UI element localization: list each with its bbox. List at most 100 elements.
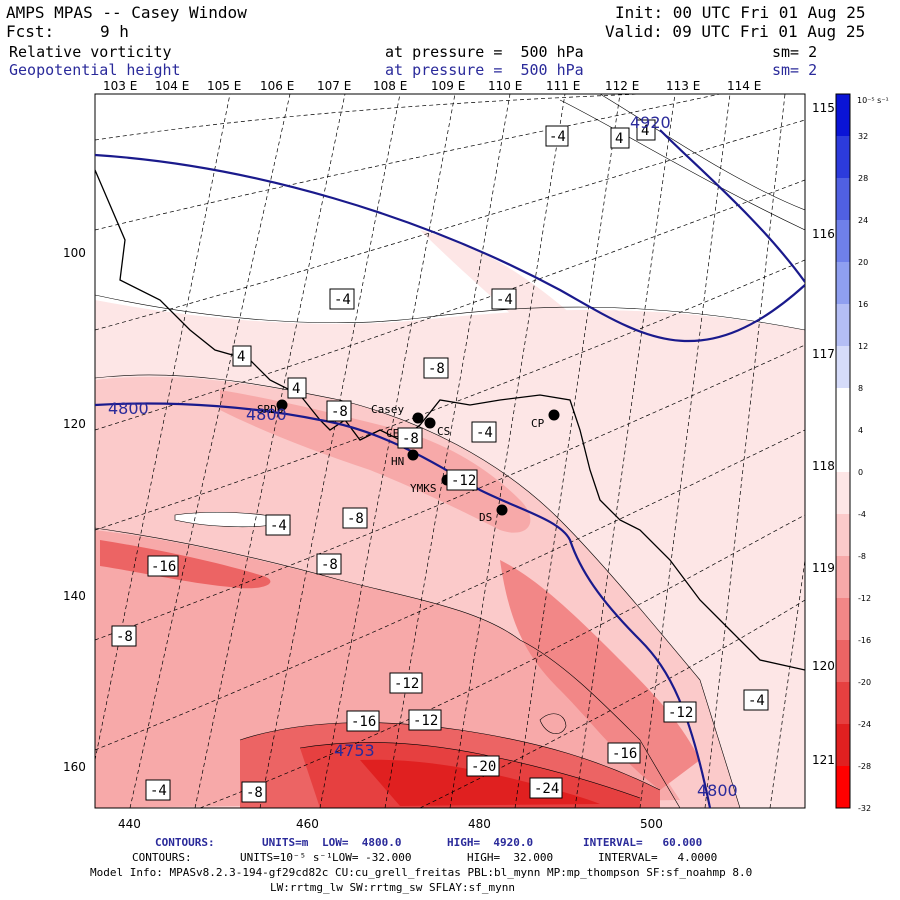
station-label-ce: CE [386,427,399,440]
forecast-label: Fcst: [6,22,55,41]
colorbar-segment [836,556,850,599]
height-label-4800-casey: 4800 [246,405,287,424]
svg-text:-4: -4 [334,292,351,308]
colorbar: 10⁻⁵ s⁻¹ 32 28 24 20 16 12 8 4 0 -4 -8 -12 -16 -20 -24 -… [835,93,889,813]
colorbar-segment [836,430,850,473]
colorbar-segment [836,640,850,683]
station-dot-srdo [276,399,288,411]
station-label-srdo: SRDO [257,403,284,416]
colorbar-segment [836,346,850,389]
colorbar-tick-label: -24 [858,720,871,729]
field2-level: at pressure = 500 hPa [385,61,584,79]
fill-white-top [95,180,420,305]
svg-text:105 E: 105 E [207,79,241,93]
height-label-4753: 4753 [334,741,375,760]
svg-text:-8: -8 [116,629,133,645]
station-dot-hn [407,449,419,461]
svg-text:-8: -8 [347,511,364,527]
footer-vort-high: HIGH= 32.000 [467,851,554,864]
svg-text:112 E: 112 E [605,79,639,93]
station-label-ymks: YMKS [410,482,437,495]
colorbar-tick-label: 12 [858,342,868,351]
station-label-cp: CP [531,417,545,430]
footer-height-label: CONTOURS: [155,836,215,849]
footer-height-units: UNITS=m [262,836,309,849]
svg-text:-8: -8 [402,431,419,447]
field2-name: Geopotential height [9,61,181,79]
svg-text:111 E: 111 E [546,79,580,93]
colorbar-units: 10⁻⁵ s⁻¹ [857,96,889,105]
svg-text:-4: -4 [476,425,493,441]
fill-minus12-band [95,530,680,808]
vorticity-fill [95,94,805,808]
svg-text:4: 4 [292,381,300,397]
colorbar-segment [836,94,850,137]
svg-text:-8: -8 [321,557,338,573]
svg-text:-16: -16 [351,714,376,730]
height-label-4800-east: 4800 [697,781,738,800]
svg-text:-20: -20 [471,759,496,775]
station-dot-cs [424,417,436,429]
init-time: Init: 00 UTC Fri 01 Aug 25 [615,3,866,22]
svg-text:-8: -8 [246,785,263,801]
footer-vort-low: LOW= -32.000 [332,851,412,864]
vort-label: -12 [663,701,697,723]
svg-text:-12: -12 [413,713,438,729]
height-contour-4920-ne [659,129,805,283]
height-contour-4800 [95,402,712,808]
forecast-hour: 9 h [100,22,129,41]
colorbar-segment [836,472,850,515]
footer-height-high: HIGH= 4920.0 [447,836,534,849]
valid-time: Valid: 09 UTC Fri 01 Aug 25 [605,22,866,41]
station-label-casey: Casey [371,403,404,416]
station-label-hn: HN [391,455,404,468]
svg-text:4: 4 [615,131,623,147]
vort-label: -8 [326,400,352,422]
colorbar-segment [836,220,850,263]
vort-label: -24 [529,777,563,799]
x-tick: 460 [296,817,319,831]
x-tick: 440 [118,817,141,831]
station-label-cs: CS [437,425,450,438]
colorbar-segment [836,766,850,809]
vort-label: -8 [241,781,267,803]
vort-label: -8 [316,553,342,575]
svg-text:-12: -12 [668,705,693,721]
colorbar-tick-label: -28 [858,762,871,771]
vort-label: -16 [346,710,380,732]
footer-vort-units: UNITS=10⁻⁵ s⁻¹ [240,851,333,864]
svg-text:-4: -4 [496,292,513,308]
vort-label: -4 [491,288,517,310]
station-markers [276,399,560,516]
height-label-4920: 4920 [630,113,671,132]
colorbar-tick-label: -12 [858,594,871,603]
svg-text:4: 4 [237,349,245,365]
svg-text:-4: -4 [549,129,566,145]
svg-text:-12: -12 [451,473,476,489]
colorbar-segment [836,598,850,641]
svg-text:-4: -4 [150,783,167,799]
y-tick: 140 [63,589,86,603]
colorbar-tick-label: 0 [858,468,863,477]
vort-label: -8 [111,625,137,647]
vort-label: 4 [610,127,630,149]
vort-label: -20 [466,755,500,777]
vort-label: -4 [471,421,497,443]
y-tick: 160 [63,760,86,774]
svg-text:4: 4 [641,123,649,139]
station-dot-casey [412,412,424,424]
vort-label: 4 [287,377,307,399]
vort-label: -12 [408,709,442,731]
colorbar-tick-label: -4 [858,510,866,519]
axis-ticks: 440 460 480 500 100 120 140 160 [63,246,663,831]
colorbar-tick-label: -20 [858,678,871,687]
svg-text:-24: -24 [534,781,559,797]
svg-text:-8: -8 [331,404,348,420]
map-title: AMPS MPAS -- Casey Window [6,3,247,22]
svg-text:103 E: 103 E [103,79,137,93]
colorbar-segment [836,304,850,347]
colorbar-segment [836,682,850,725]
station-dot-cp [548,409,560,421]
vort-label: -8 [397,427,423,449]
colorbar-segment [836,514,850,557]
